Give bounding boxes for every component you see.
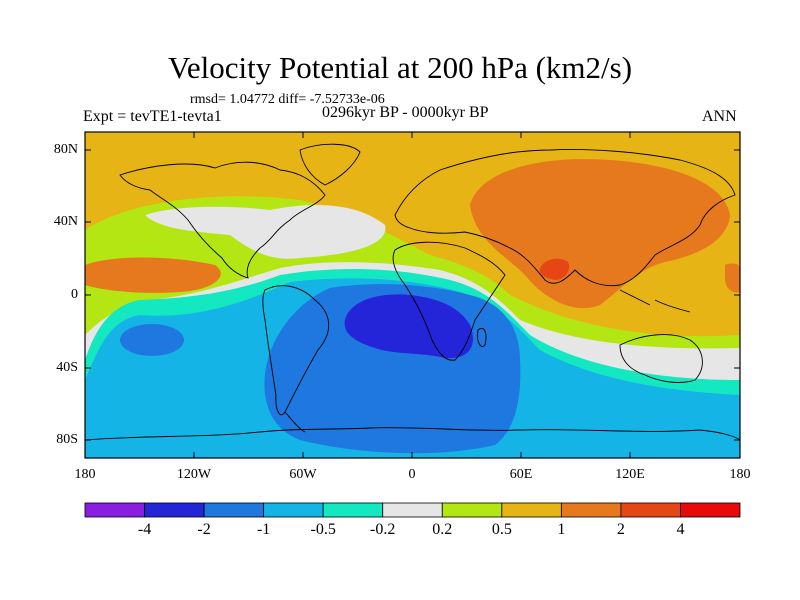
colorbar-swatch — [144, 502, 205, 518]
lat-label: 40S — [56, 360, 78, 375]
lat-label: 80N — [53, 142, 78, 157]
colorbar-swatch — [263, 502, 324, 518]
colorbar-label: 4 — [676, 521, 685, 538]
colorbar-label: -4 — [137, 521, 152, 538]
coast-africa — [392, 241, 506, 361]
experiment-label: Expt = tevTE1-tevta1 — [83, 108, 222, 125]
colorbar-swatch — [322, 502, 384, 518]
lon-label: 60W — [289, 467, 317, 482]
colorbar-swatch — [501, 502, 562, 518]
lon-label: 180 — [729, 467, 751, 482]
colorbar-label: 0.2 — [432, 521, 453, 538]
colorbar-swatch — [680, 502, 741, 518]
field-patch-pacific — [120, 324, 184, 356]
colorbar-label: -2 — [197, 521, 211, 538]
map-title: Velocity Potential at 200 hPa (km2/s) — [167, 50, 633, 85]
lon-label: 180 — [74, 467, 96, 482]
field-band-4 — [539, 258, 570, 280]
coast-antarctic-peninsula — [284, 411, 306, 433]
colorbar-label: -0.2 — [370, 521, 396, 538]
lat-label: 40N — [53, 214, 78, 229]
colorbar-swatch — [203, 502, 265, 518]
stats-text: rmsd= 1.04772 diff= -7.52733e-06 — [190, 92, 385, 107]
lon-label: 0 — [408, 467, 416, 482]
colorbar-swatch — [84, 502, 145, 518]
colorbar-label: -0.5 — [310, 521, 336, 538]
colorbar-swatch — [560, 502, 622, 518]
subtitle: 0296kyr BP - 0000kyr BP — [322, 104, 489, 121]
field-layers — [85, 132, 740, 458]
lon-label: 60E — [509, 467, 533, 482]
lat-label: 0 — [71, 287, 78, 302]
field-band-neg2 — [344, 294, 473, 359]
coastlines — [85, 143, 740, 441]
colorbar — [84, 502, 741, 518]
coast-north-america — [119, 161, 326, 279]
field-band-2-pacific — [85, 257, 221, 293]
colorbar-label: 0.5 — [491, 521, 512, 538]
colorbar-swatch — [441, 502, 503, 518]
field-patch-atlantic — [145, 205, 386, 259]
coast-greenland — [299, 143, 361, 186]
coast-madagascar — [477, 327, 487, 347]
coast-antarctica — [85, 427, 740, 441]
colorbar-label: 1 — [557, 521, 566, 538]
season-label: ANN — [702, 108, 737, 125]
lat-label: 80S — [56, 432, 78, 447]
coast-south-america — [262, 285, 330, 416]
colorbar-swatch — [382, 502, 443, 518]
coast-southeast-asia — [619, 289, 691, 313]
colorbar-label: 2 — [616, 521, 625, 538]
coast-europe-asia — [394, 149, 736, 287]
lon-label: 120W — [176, 467, 212, 482]
colorbar-swatch — [620, 502, 681, 518]
field-band-2 — [470, 159, 730, 309]
axis-ticks — [84, 132, 741, 458]
colorbar-label: -1 — [256, 521, 271, 538]
lon-label: 120E — [615, 467, 645, 482]
coast-australia — [619, 334, 703, 383]
field-band-2-east — [725, 263, 740, 293]
